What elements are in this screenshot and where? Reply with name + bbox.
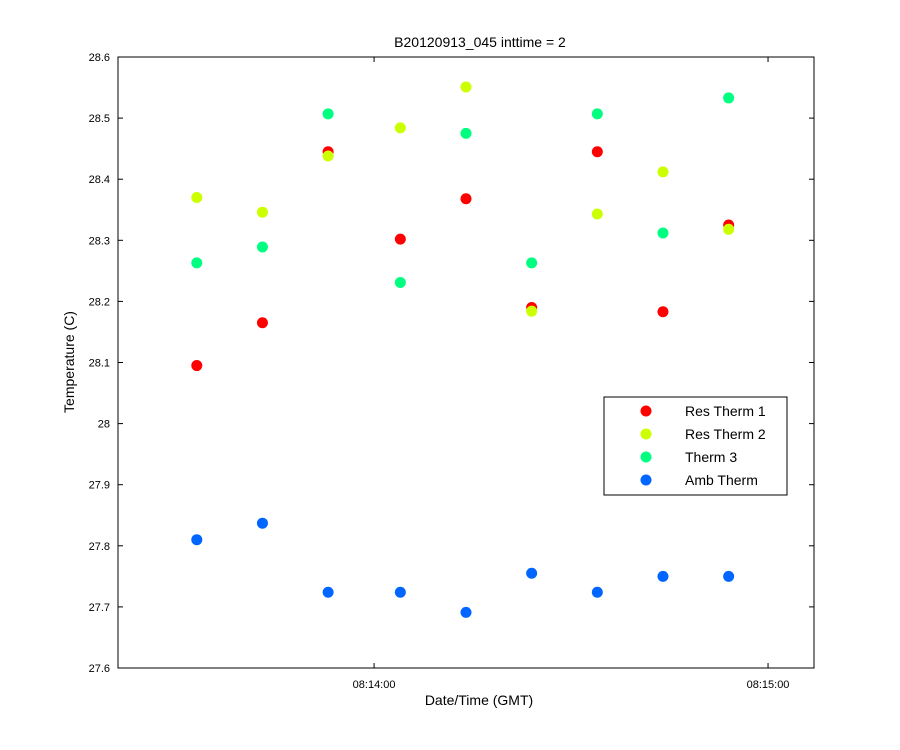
legend-label: Res Therm 1 — [685, 403, 766, 419]
data-point — [460, 193, 472, 205]
data-point — [394, 122, 406, 134]
x-tick-label: 08:14:00 — [353, 679, 396, 691]
data-point — [591, 586, 603, 598]
data-point — [526, 567, 538, 579]
axis-ticks: 27.6 27.7 27.8 27.9 28 28.1 28.2 28.3 28.4 28.5 28… — [89, 52, 814, 691]
data-point — [526, 257, 538, 269]
series-amb-therm — [191, 517, 735, 618]
data-point — [322, 150, 334, 162]
data-point — [591, 208, 603, 220]
legend-label: Amb Therm — [685, 472, 758, 488]
data-point — [460, 127, 472, 139]
legend-label: Therm 3 — [685, 449, 737, 465]
y-tick-label: 27.8 — [89, 541, 110, 553]
y-tick-label: 28.4 — [89, 174, 110, 186]
y-tick-label: 28.5 — [89, 113, 110, 125]
data-point — [723, 223, 735, 235]
legend-marker — [640, 474, 652, 486]
data-point — [191, 534, 203, 546]
data-point — [657, 570, 669, 582]
data-point — [723, 570, 735, 582]
legend-marker — [640, 451, 652, 463]
data-point — [322, 108, 334, 120]
y-tick-label: 28.1 — [89, 358, 110, 370]
data-point — [322, 586, 334, 598]
legend-marker — [640, 405, 652, 417]
data-point — [191, 192, 203, 204]
data-point — [256, 517, 268, 529]
y-tick-label: 27.9 — [89, 480, 110, 492]
data-point — [394, 276, 406, 288]
series-res-therm-2 — [191, 81, 735, 317]
data-point — [460, 606, 472, 618]
chart-title: B20120913_045 inttime = 2 — [394, 34, 566, 50]
data-point — [256, 317, 268, 329]
data-point — [191, 360, 203, 372]
data-point — [591, 108, 603, 120]
y-tick-label: 27.7 — [89, 602, 110, 614]
y-axis-label: Temperature (C) — [61, 311, 77, 413]
data-point — [591, 146, 603, 158]
legend: Res Therm 1 Res Therm 2 Therm 3 Amb Therm — [603, 396, 788, 496]
x-tick-label: 08:15:00 — [747, 679, 790, 691]
data-point — [460, 81, 472, 93]
data-points — [191, 81, 735, 618]
data-point — [526, 305, 538, 317]
data-point — [191, 257, 203, 269]
data-point — [657, 306, 669, 318]
plot-area — [117, 56, 815, 669]
data-point — [657, 166, 669, 178]
y-tick-label: 27.6 — [89, 663, 110, 675]
legend-box — [603, 396, 788, 496]
data-point — [394, 233, 406, 245]
y-tick-label: 28.2 — [89, 296, 110, 308]
y-tick-label: 28.6 — [89, 52, 110, 64]
y-tick-label: 28.3 — [89, 235, 110, 247]
data-point — [657, 227, 669, 239]
data-point — [256, 241, 268, 253]
legend-label: Res Therm 2 — [685, 426, 766, 442]
data-point — [256, 206, 268, 218]
data-point — [723, 92, 735, 104]
data-point — [394, 586, 406, 598]
x-axis-label: Date/Time (GMT) — [425, 692, 533, 708]
legend-marker — [640, 428, 652, 440]
series-therm-3 — [191, 92, 735, 288]
y-tick-label: 28 — [98, 419, 110, 431]
